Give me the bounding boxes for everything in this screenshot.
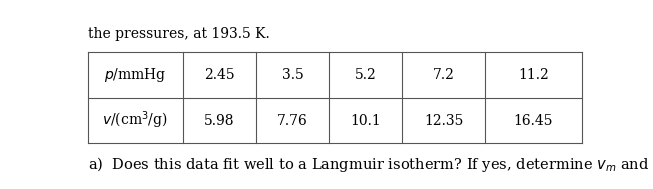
Text: 7.2: 7.2: [433, 68, 454, 82]
Text: 11.2: 11.2: [518, 68, 549, 82]
Text: 16.45: 16.45: [514, 114, 553, 128]
Text: 3.5: 3.5: [282, 68, 304, 82]
Text: 5.2: 5.2: [355, 68, 377, 82]
Text: a)  Does this data fit well to a Langmuir isotherm? If yes, determine $v_m$ and : a) Does this data fit well to a Langmuir…: [88, 155, 653, 174]
Text: 2.45: 2.45: [204, 68, 235, 82]
Text: the pressures, at 193.5 K.: the pressures, at 193.5 K.: [88, 27, 270, 41]
Text: $p$/mmHg: $p$/mmHg: [104, 66, 167, 84]
Text: 7.76: 7.76: [278, 114, 308, 128]
Text: 10.1: 10.1: [351, 114, 381, 128]
Text: 5.98: 5.98: [204, 114, 235, 128]
Text: 12.35: 12.35: [424, 114, 464, 128]
Text: $v$/(cm$^3$/g): $v$/(cm$^3$/g): [103, 110, 168, 131]
